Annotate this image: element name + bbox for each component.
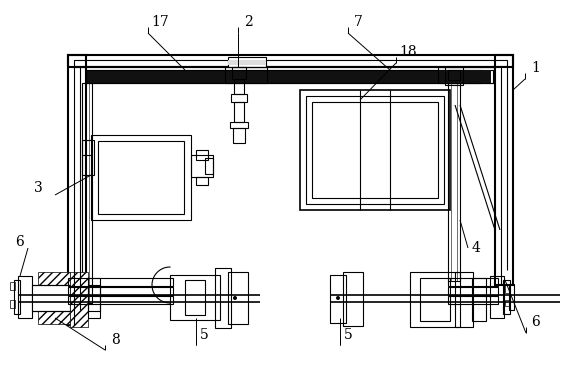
Bar	[445, 67, 463, 85]
Bar	[300, 90, 450, 210]
Bar	[455, 272, 473, 327]
Bar	[86, 70, 481, 83]
Bar	[438, 70, 491, 83]
Text: 5: 5	[199, 328, 209, 342]
Bar	[38, 302, 70, 324]
Bar	[448, 83, 460, 281]
Bar	[205, 158, 213, 174]
Bar	[225, 67, 267, 83]
Bar	[448, 278, 498, 286]
Bar	[343, 272, 363, 326]
Bar	[448, 70, 460, 80]
Bar	[170, 275, 220, 320]
Bar	[505, 300, 509, 306]
Bar	[233, 128, 245, 143]
Text: 17: 17	[151, 15, 169, 29]
Bar	[68, 55, 86, 325]
Text: 7: 7	[354, 15, 363, 29]
Bar	[68, 287, 173, 295]
Bar	[234, 102, 244, 122]
Bar	[509, 284, 514, 310]
Bar	[503, 280, 510, 314]
Bar	[231, 94, 247, 102]
Bar	[448, 296, 498, 304]
Text: 18: 18	[399, 45, 417, 59]
Bar	[438, 67, 494, 83]
Bar	[91, 135, 191, 220]
Bar	[68, 55, 513, 67]
Bar	[228, 60, 266, 65]
Bar	[451, 83, 457, 281]
Bar	[82, 140, 94, 175]
Text: 5: 5	[344, 328, 352, 342]
Bar	[410, 272, 460, 327]
Text: 6: 6	[532, 315, 540, 329]
Bar	[85, 83, 89, 303]
Bar	[196, 150, 208, 160]
Text: 4: 4	[472, 241, 480, 255]
Bar	[230, 122, 248, 128]
Bar	[74, 60, 507, 66]
Bar	[70, 272, 88, 327]
Bar	[330, 275, 346, 323]
Bar	[14, 280, 20, 314]
Bar	[420, 278, 450, 321]
Text: 3: 3	[34, 181, 42, 195]
Bar	[306, 96, 444, 204]
Circle shape	[233, 296, 237, 300]
Bar	[68, 278, 173, 286]
Bar	[215, 268, 231, 328]
Bar	[10, 300, 15, 308]
Bar	[234, 79, 244, 94]
Bar	[232, 67, 246, 79]
Text: 6: 6	[15, 235, 25, 249]
Text: 1: 1	[532, 61, 540, 75]
Bar	[18, 276, 32, 318]
Bar	[88, 278, 100, 318]
Bar	[472, 278, 486, 321]
Bar	[312, 102, 438, 198]
Bar	[82, 83, 92, 303]
Bar	[32, 285, 70, 311]
Bar	[68, 296, 173, 304]
Bar	[490, 276, 504, 318]
Bar	[430, 70, 490, 83]
Bar	[228, 272, 248, 324]
Circle shape	[336, 296, 340, 300]
Text: 2: 2	[244, 15, 252, 29]
Bar	[86, 70, 493, 83]
Bar	[448, 287, 498, 295]
Bar	[196, 177, 208, 185]
Text: 8: 8	[111, 333, 119, 347]
Bar	[185, 280, 205, 315]
Bar	[228, 57, 266, 67]
Bar	[86, 70, 481, 83]
Bar	[505, 285, 509, 293]
Bar	[495, 55, 513, 285]
Bar	[88, 285, 100, 311]
Bar	[191, 155, 213, 177]
Bar	[38, 272, 70, 294]
Bar	[98, 141, 184, 214]
Bar	[10, 282, 15, 290]
